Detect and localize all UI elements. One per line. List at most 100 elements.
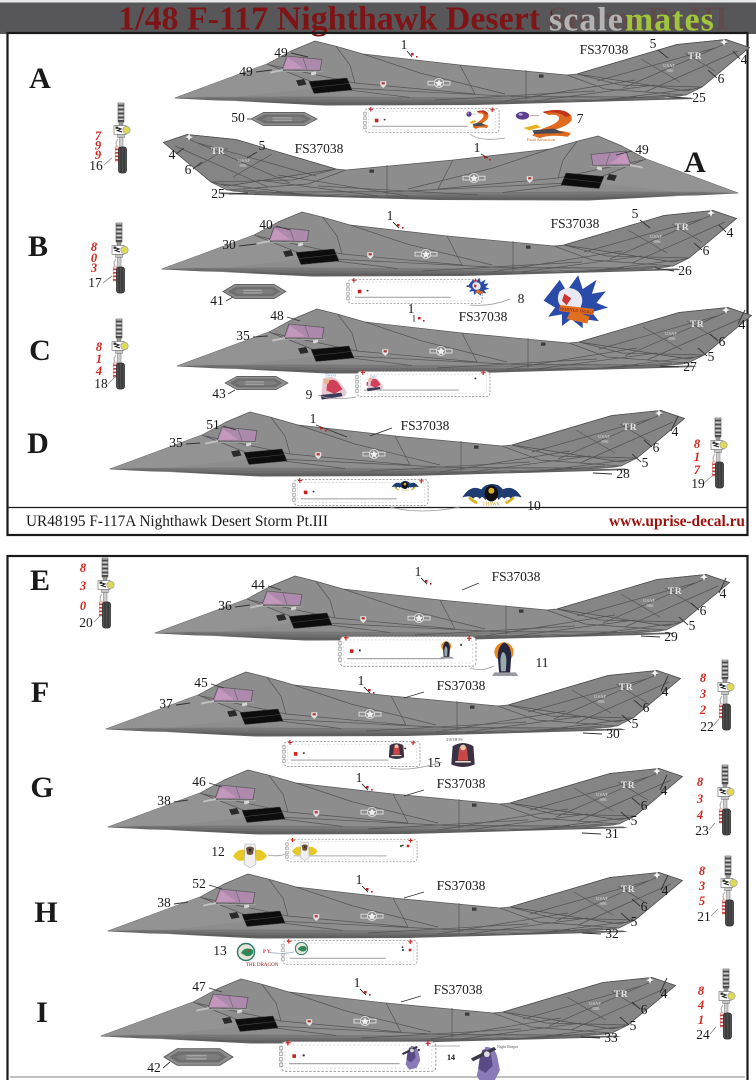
svg-text:4: 4: [739, 317, 746, 332]
svg-text:1: 1: [474, 140, 481, 155]
svg-text:3: 3: [90, 261, 97, 275]
svg-text:806: 806: [600, 797, 608, 802]
svg-text:USAF: USAF: [596, 896, 608, 901]
svg-text:UR48195 F-117A Nighthawk Deser: UR48195 F-117A Nighthawk Desert Storm Pt…: [26, 513, 328, 530]
svg-text:21: 21: [697, 909, 711, 924]
svg-text:5: 5: [650, 36, 657, 51]
svg-text:4: 4: [741, 52, 748, 67]
svg-text:3: 3: [699, 687, 706, 701]
svg-text:USAF: USAF: [665, 331, 677, 336]
svg-text:52: 52: [192, 876, 206, 891]
svg-text:1: 1: [354, 975, 361, 990]
svg-text:3: 3: [79, 579, 86, 593]
svg-text:17: 17: [88, 275, 102, 290]
svg-text:J HAWK: J HAWK: [401, 489, 409, 492]
svg-text:TR: TR: [688, 52, 702, 62]
svg-text:FS37038: FS37038: [437, 776, 486, 791]
svg-text:C: C: [29, 334, 51, 367]
svg-text:50: 50: [231, 110, 245, 125]
svg-text:6: 6: [653, 440, 660, 455]
svg-text:4: 4: [720, 586, 727, 601]
svg-text:806: 806: [593, 1006, 601, 1011]
svg-text:15: 15: [427, 755, 441, 770]
svg-text:1: 1: [356, 770, 363, 785]
svg-text:FS37038: FS37038: [459, 309, 508, 324]
svg-text:16: 16: [89, 158, 103, 173]
svg-text:12: 12: [211, 844, 225, 859]
svg-text:1: 1: [415, 564, 422, 579]
svg-text:23: 23: [695, 823, 709, 838]
svg-text:32: 32: [605, 926, 619, 941]
svg-text:26: 26: [678, 263, 692, 278]
svg-text:806: 806: [600, 901, 608, 906]
svg-text:4: 4: [661, 783, 668, 798]
svg-text:FS37038: FS37038: [401, 418, 450, 433]
svg-text:9: 9: [306, 387, 313, 402]
svg-text:22: 22: [700, 719, 714, 734]
svg-text:6: 6: [703, 243, 710, 258]
svg-text:48: 48: [270, 308, 284, 323]
svg-text:806: 806: [654, 239, 662, 244]
svg-text:25: 25: [211, 186, 225, 201]
svg-text:37: 37: [159, 696, 173, 711]
svg-text:7: 7: [95, 129, 102, 143]
svg-text:USAF: USAF: [596, 792, 608, 797]
svg-text:FS37038: FS37038: [434, 982, 483, 997]
svg-text:43: 43: [212, 386, 226, 401]
svg-text:6: 6: [641, 899, 648, 914]
svg-text:USAF: USAF: [238, 158, 250, 163]
svg-text:6: 6: [719, 334, 726, 349]
svg-text:27: 27: [683, 359, 697, 374]
svg-text:4: 4: [672, 424, 679, 439]
svg-text:2: 2: [699, 703, 706, 717]
svg-text:46: 46: [192, 774, 206, 789]
svg-text:806: 806: [598, 699, 606, 704]
svg-text:5: 5: [708, 349, 715, 364]
svg-text:806: 806: [669, 336, 677, 341]
svg-text:33: 33: [604, 1030, 618, 1045]
svg-text:806: 806: [667, 68, 675, 73]
svg-text:38: 38: [157, 895, 171, 910]
svg-text:8: 8: [694, 437, 701, 451]
svg-text:40: 40: [259, 217, 273, 232]
svg-text:7: 7: [577, 111, 584, 126]
svg-text:5: 5: [631, 914, 638, 929]
svg-text:51: 51: [206, 417, 220, 432]
svg-text:3: 3: [696, 792, 703, 806]
svg-text:49: 49: [635, 142, 649, 157]
svg-text:TR: TR: [621, 885, 635, 895]
svg-text:25: 25: [692, 90, 706, 105]
svg-text:TR: TR: [614, 990, 628, 1000]
svg-text:35: 35: [169, 435, 183, 450]
svg-text:5: 5: [630, 1018, 637, 1033]
svg-text:28: 28: [616, 466, 630, 481]
svg-text:4: 4: [697, 998, 704, 1012]
svg-text:4: 4: [662, 684, 669, 699]
svg-text:41: 41: [210, 293, 224, 308]
svg-text:USAF: USAF: [663, 63, 675, 68]
svg-text:5: 5: [259, 138, 266, 153]
svg-text:44: 44: [251, 577, 265, 592]
svg-text:6: 6: [185, 162, 192, 177]
svg-text:TR: TR: [621, 781, 635, 791]
svg-text:7: 7: [694, 463, 701, 477]
svg-text:5: 5: [632, 716, 639, 731]
svg-text:5: 5: [642, 455, 649, 470]
svg-text:USAF: USAF: [650, 234, 662, 239]
svg-text:TR: TR: [211, 147, 225, 157]
svg-text:6: 6: [700, 603, 707, 618]
svg-text:USAF: USAF: [598, 434, 610, 439]
svg-text:THE DRAGON: THE DRAGON: [246, 963, 279, 968]
svg-text:8: 8: [80, 561, 87, 575]
svg-text:806: 806: [602, 439, 610, 444]
svg-text:42: 42: [147, 1060, 161, 1075]
svg-text:3: 3: [698, 879, 705, 893]
svg-text:0: 0: [91, 251, 98, 265]
svg-text:49: 49: [274, 45, 288, 60]
svg-text:29: 29: [664, 629, 678, 644]
svg-text:www.uprise-decal.ru: www.uprise-decal.ru: [609, 513, 745, 530]
svg-text:E: E: [30, 564, 50, 597]
svg-text:F: F: [31, 676, 49, 709]
svg-text:18: 18: [94, 376, 108, 391]
svg-text:TR: TR: [623, 423, 637, 433]
